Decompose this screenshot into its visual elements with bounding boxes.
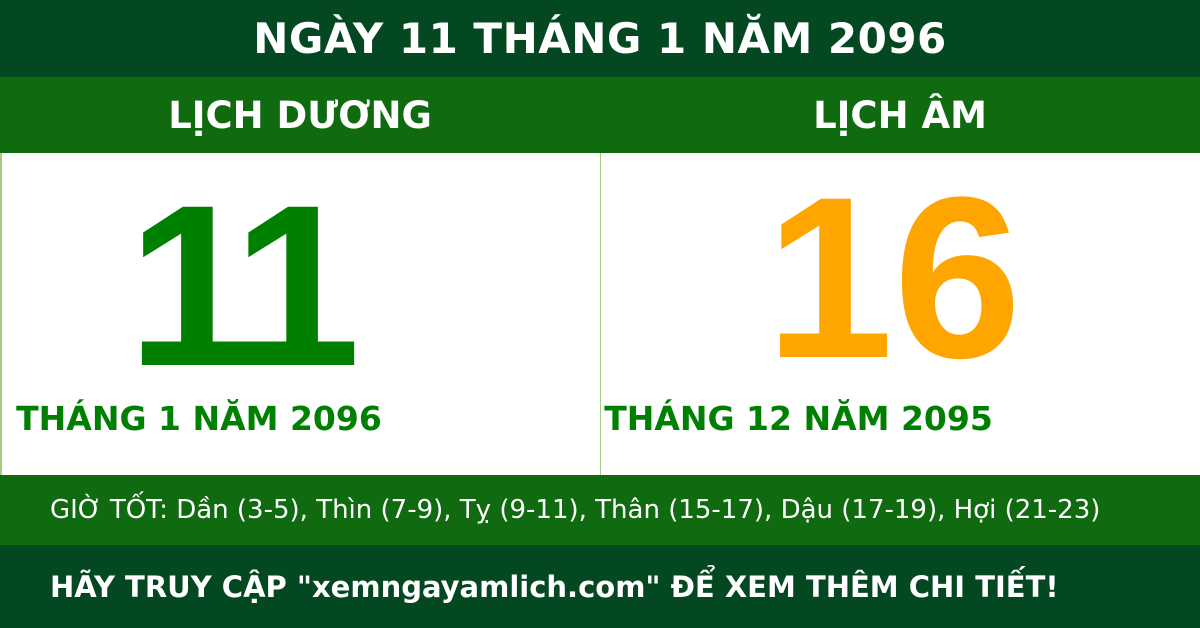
calendar-header: LỊCH DƯƠNG LỊCH ÂM bbox=[0, 77, 1200, 153]
lunar-panel: 16 THÁNG 12 NĂM 2095 bbox=[600, 153, 1200, 475]
good-hours: GIỜ TỐT: Dần (3-5), Thìn (7-9), Tỵ (9-11… bbox=[0, 475, 1200, 545]
footer-call-to-action: HÃY TRUY CẬP "xemngayamlich.com" ĐỂ XEM … bbox=[0, 545, 1200, 628]
lunar-month-year: THÁNG 12 NĂM 2095 bbox=[604, 399, 993, 438]
date-title-banner: NGÀY 11 THÁNG 1 NĂM 2096 bbox=[0, 0, 1200, 77]
solar-panel: 11 THÁNG 1 NĂM 2096 bbox=[0, 153, 600, 475]
solar-month-year: THÁNG 1 NĂM 2096 bbox=[16, 399, 382, 438]
solar-day: 11 bbox=[127, 157, 360, 414]
lunar-calendar-label: LỊCH ÂM bbox=[813, 93, 987, 137]
lunar-day: 16 bbox=[765, 149, 1022, 406]
solar-calendar-label: LỊCH DƯƠNG bbox=[168, 93, 432, 137]
